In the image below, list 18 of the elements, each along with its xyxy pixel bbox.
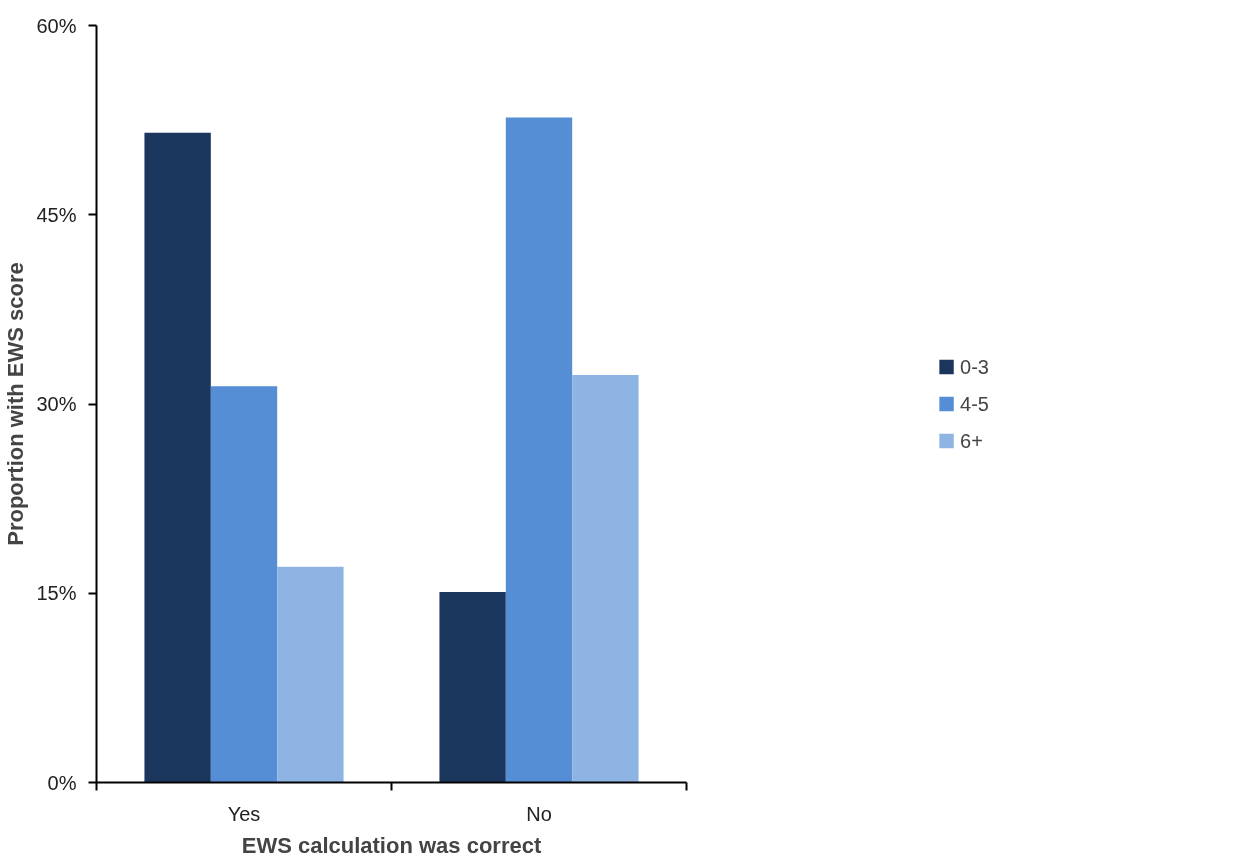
y-tick-label: 0% xyxy=(47,771,77,794)
y-tick-label: 45% xyxy=(36,203,77,226)
y-tick-label: 15% xyxy=(36,582,77,605)
y-tick-label: 30% xyxy=(36,393,77,415)
bar xyxy=(277,566,344,783)
bar xyxy=(439,591,506,783)
bar xyxy=(210,386,278,783)
legend-label: 4-5 xyxy=(960,392,989,415)
x-tick-label: No xyxy=(526,802,552,825)
y-tick-label: 60% xyxy=(36,14,77,37)
legend-label: 6+ xyxy=(960,429,983,452)
bar xyxy=(572,374,639,783)
bar xyxy=(144,132,211,783)
x-tick-label: Yes xyxy=(227,802,261,825)
bar xyxy=(505,117,573,783)
x-axis-title: EWS calculation was correct xyxy=(241,832,542,858)
legend-label: 0-3 xyxy=(960,355,989,378)
y-axis-title: Proportion with EWS score xyxy=(3,262,29,546)
